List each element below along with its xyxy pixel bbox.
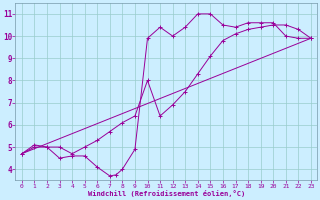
X-axis label: Windchill (Refroidissement éolien,°C): Windchill (Refroidissement éolien,°C)	[88, 190, 245, 197]
